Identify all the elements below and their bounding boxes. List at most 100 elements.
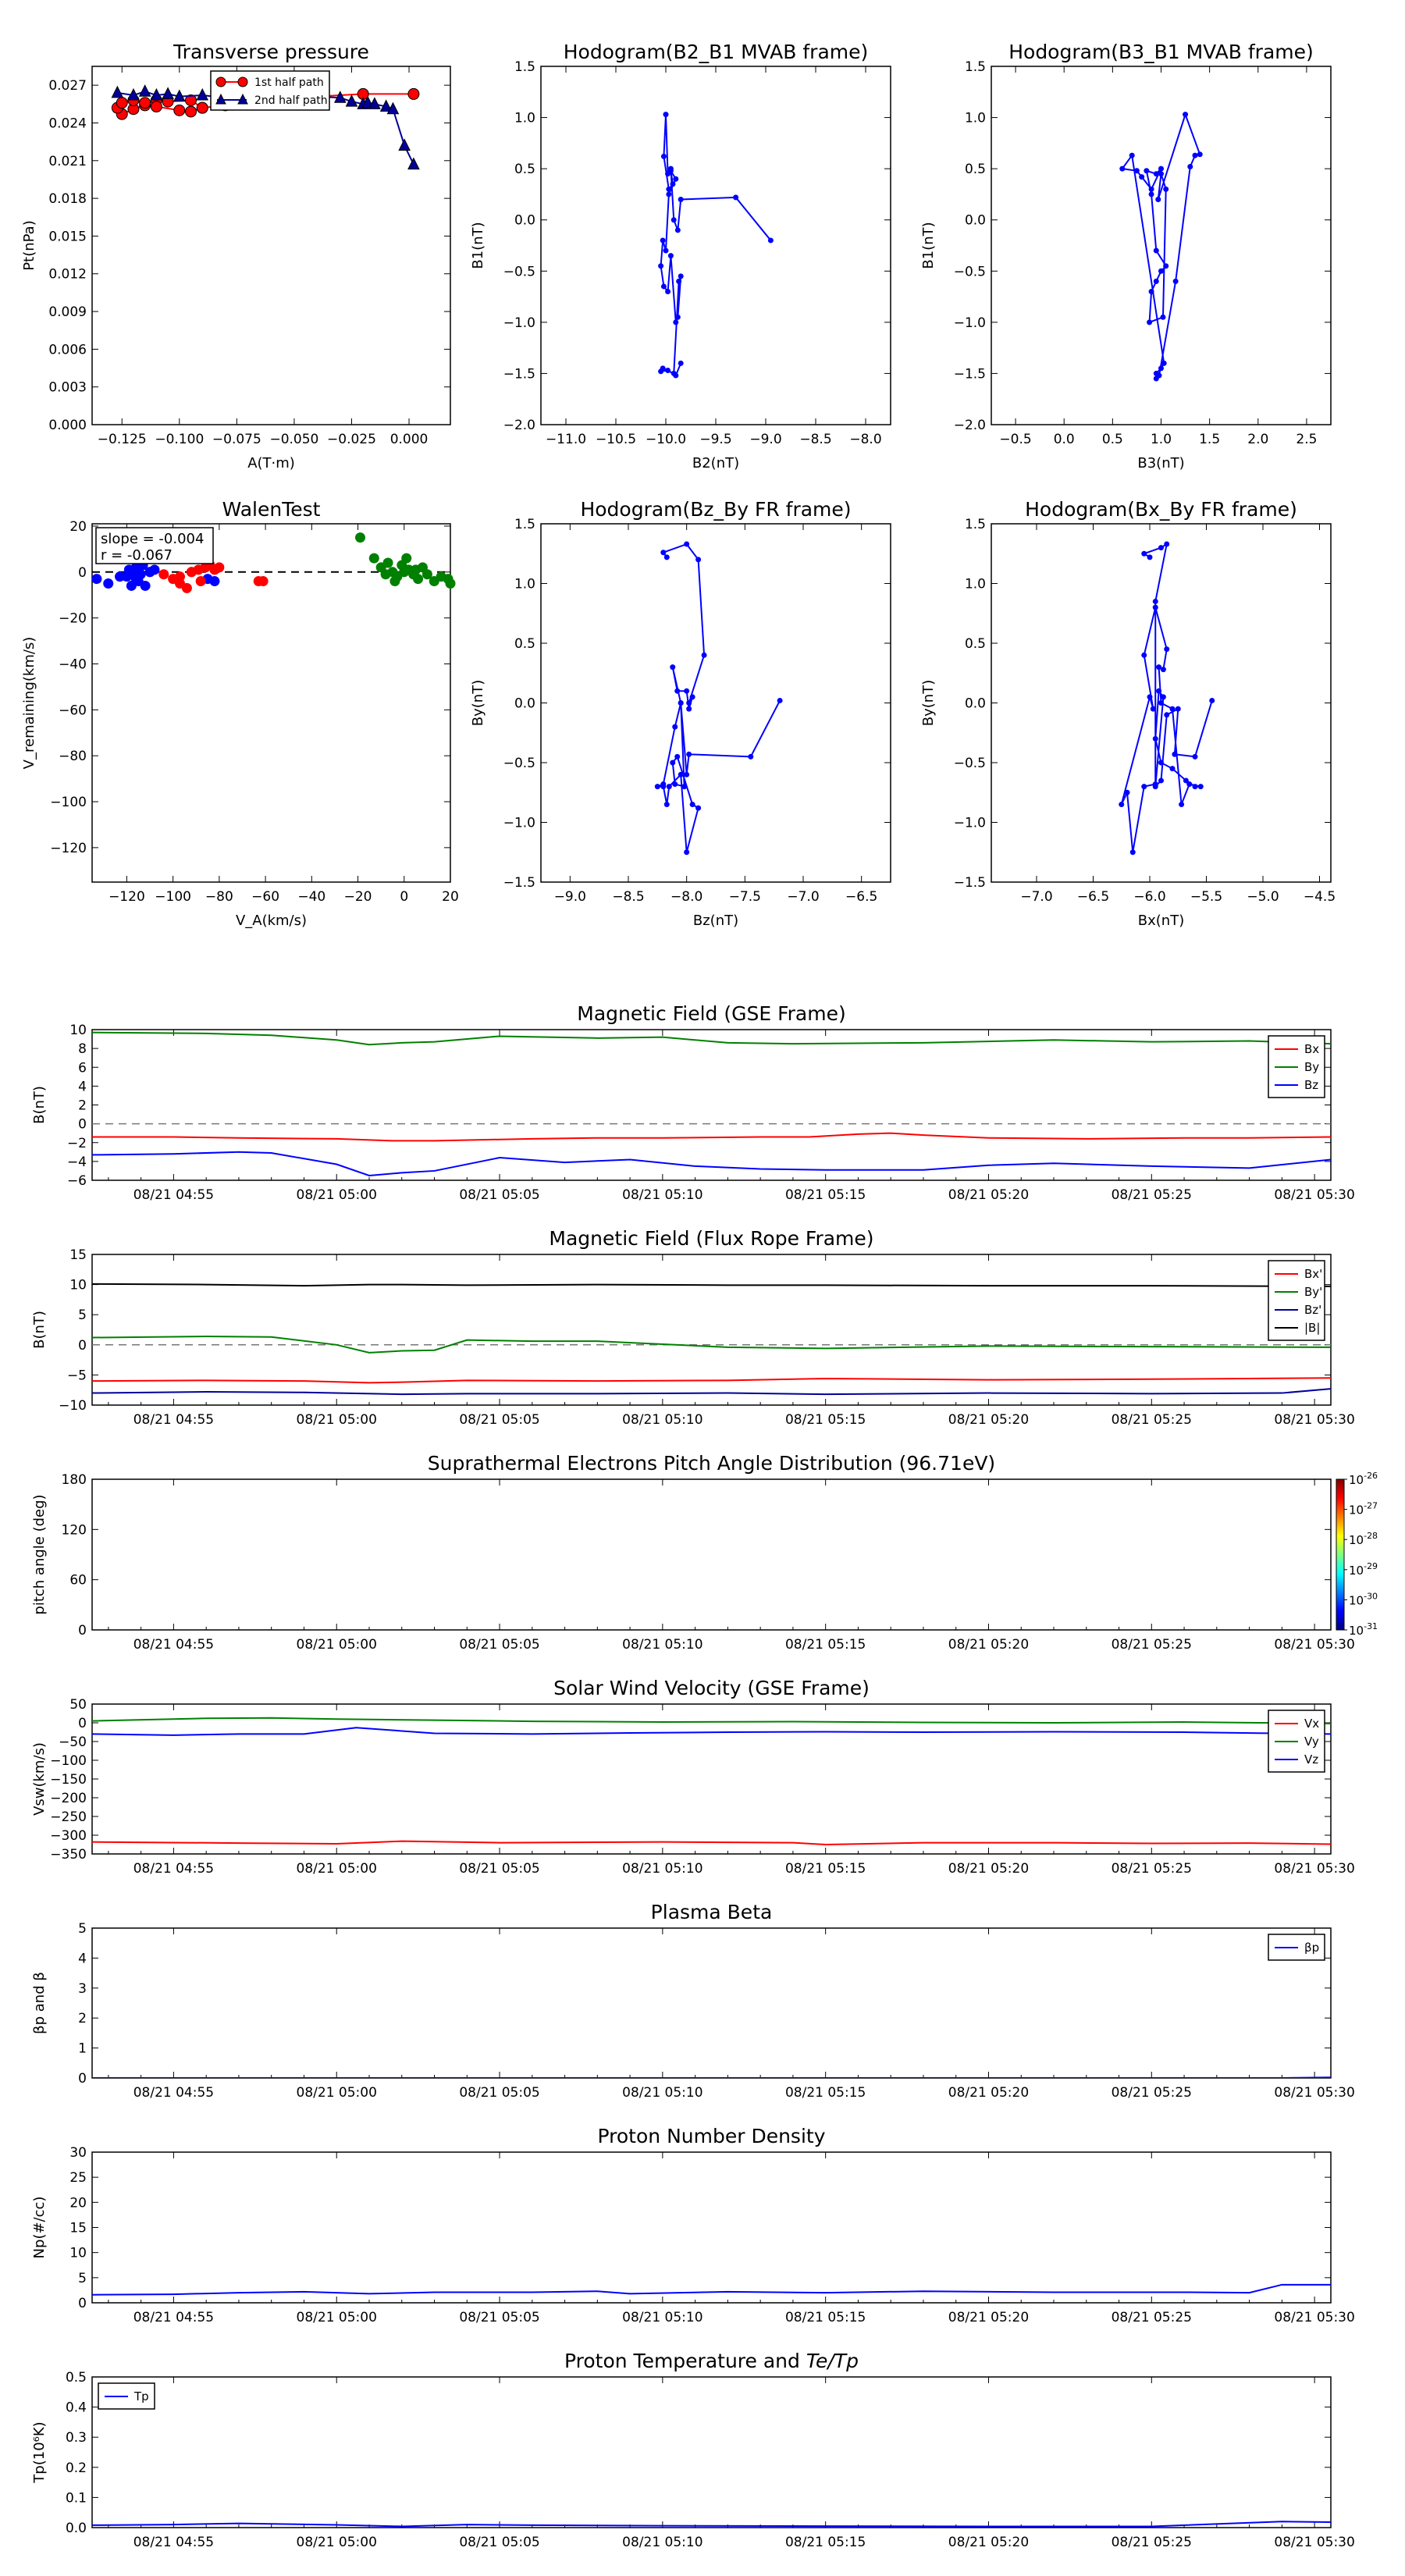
data-point	[660, 153, 667, 159]
ytick-label: 1.0	[514, 111, 535, 126]
ytick-label: 0.015	[48, 229, 87, 244]
data-point	[663, 247, 669, 254]
ytick-label: −20	[59, 611, 87, 627]
data-point	[686, 700, 692, 706]
data-point	[1153, 278, 1159, 284]
time-tick-label: 08/21 04:55	[133, 2310, 214, 2325]
colorbar-exponent: -31	[1364, 1621, 1378, 1631]
data-point	[1156, 664, 1162, 671]
time-tick-label: 08/21 05:30	[1274, 1187, 1354, 1203]
panel-1: Transverse pressure −0.125 −0.100 −0.075 −0.…	[21, 41, 451, 471]
legend-label: Bz'	[1304, 1303, 1321, 1317]
y-axis-label: Tp(10⁶K)	[31, 2421, 48, 2483]
annotation-r: r = -0.067	[101, 547, 173, 564]
time-tick-label: 08/21 05:00	[297, 2310, 377, 2325]
data-point	[1147, 554, 1153, 560]
data-point	[1148, 191, 1154, 197]
data-point	[379, 99, 393, 112]
legend: 1st half path 2nd half path	[210, 70, 330, 111]
ytick-label: 5	[78, 2271, 87, 2286]
data-point	[1172, 751, 1178, 757]
series-line-0	[1120, 542, 1213, 852]
xtick-label: −6.5	[1077, 889, 1109, 905]
ytick-label: 0	[78, 1117, 87, 1133]
legend-box	[210, 70, 330, 111]
data-point	[678, 771, 684, 777]
data-point	[672, 724, 678, 730]
ytick-label: 1.5	[965, 517, 986, 532]
ytick-label: −100	[50, 1753, 87, 1769]
data-point	[1187, 164, 1193, 170]
ytick-label: 60	[69, 1573, 87, 1589]
time-tick-label: 08/21 05:30	[1274, 2310, 1354, 2325]
time-tick-label: 08/21 05:05	[459, 2085, 539, 2101]
ytick-label: 30	[69, 2145, 87, 2161]
xtick-label: −6.5	[845, 889, 877, 905]
data-point	[407, 157, 420, 170]
y-axis-label: B1(nT)	[920, 222, 937, 269]
legend-label: Bx	[1304, 1042, 1319, 1056]
time-tick-label: 08/21 05:15	[785, 2535, 866, 2550]
data-point	[345, 94, 358, 107]
panel-5: Hodogram(Bz_By FR frame) −9.0 −8.5 −8.0 −7.5…	[470, 498, 891, 929]
legend-label: Bx'	[1304, 1267, 1322, 1281]
time-tick-label: 08/21 05:20	[948, 2535, 1029, 2550]
xtick-label: −80	[205, 889, 233, 905]
colorbar-label: 10-27	[1349, 1501, 1378, 1517]
data-point	[1160, 667, 1166, 673]
data-point	[1158, 365, 1164, 372]
time-tick-label: 08/21 05:15	[785, 2310, 866, 2325]
data-point	[695, 557, 702, 563]
data-point	[767, 237, 774, 244]
ytick-label: −1.0	[954, 816, 986, 831]
data-point	[1179, 802, 1185, 808]
data-point	[1147, 319, 1153, 326]
xtick-label: −8.0	[849, 432, 881, 447]
data-point	[361, 95, 374, 109]
ytick-label: −350	[50, 1847, 87, 1863]
data-point	[1158, 268, 1164, 274]
time-tick-label: 08/21 05:05	[459, 2310, 539, 2325]
plot-frame-ts1	[91, 1029, 1332, 1181]
series-group	[92, 1717, 1331, 1846]
ytick-label: 180	[62, 1472, 87, 1488]
scatter-point	[209, 576, 220, 587]
data-point	[674, 227, 681, 233]
data-point	[1192, 784, 1198, 790]
panel-title: Solar Wind Velocity (GSE Frame)	[553, 1677, 870, 1699]
data-point	[1141, 652, 1147, 658]
xtick-label: −0.075	[212, 432, 261, 447]
ytick-label: −0.5	[954, 264, 986, 279]
series-line-Vx	[92, 1840, 1331, 1846]
xtick-label: −10.5	[596, 432, 636, 447]
data-point	[672, 781, 678, 788]
timeseries-panel-6: Proton Number Density 0 5 10 15 20 25 30 08/21 0…	[31, 2125, 1355, 2325]
time-tick-label: 08/21 05:20	[948, 1861, 1029, 1877]
scatter-point	[158, 569, 169, 580]
colorbar-label: 10-31	[1349, 1621, 1378, 1638]
panel-title: Hodogram(B3_B1 MVAB frame)	[1008, 41, 1314, 63]
data-point	[676, 278, 682, 284]
data-point	[150, 87, 163, 101]
data-point	[686, 706, 692, 712]
time-tick-label: 08/21 05:25	[1112, 1187, 1192, 1203]
time-tick-label: 08/21 05:30	[1274, 1412, 1354, 1428]
ytick-label: −40	[59, 656, 87, 672]
scatter-point	[195, 576, 206, 587]
xtick-label: −11.0	[546, 432, 586, 447]
data-point	[139, 97, 151, 109]
series-line-Bz'	[92, 1388, 1331, 1396]
series-line-Bx	[92, 1132, 1331, 1142]
time-tick-label: 08/21 05:10	[622, 1187, 702, 1203]
time-tick-label: 08/21 05:05	[459, 1187, 539, 1203]
ytick-label: −5	[67, 1368, 87, 1383]
ytick-label: 0.3	[66, 2430, 87, 2446]
y-axis-label: V_remaining(km/s)	[21, 637, 37, 770]
data-point	[654, 784, 660, 790]
xtick-label: −5.5	[1190, 889, 1222, 905]
time-tick-label: 08/21 05:00	[297, 1861, 377, 1877]
ytick-label: −1.5	[503, 875, 535, 891]
data-point	[674, 753, 681, 760]
data-point	[196, 101, 208, 114]
scatter-point	[380, 569, 391, 580]
